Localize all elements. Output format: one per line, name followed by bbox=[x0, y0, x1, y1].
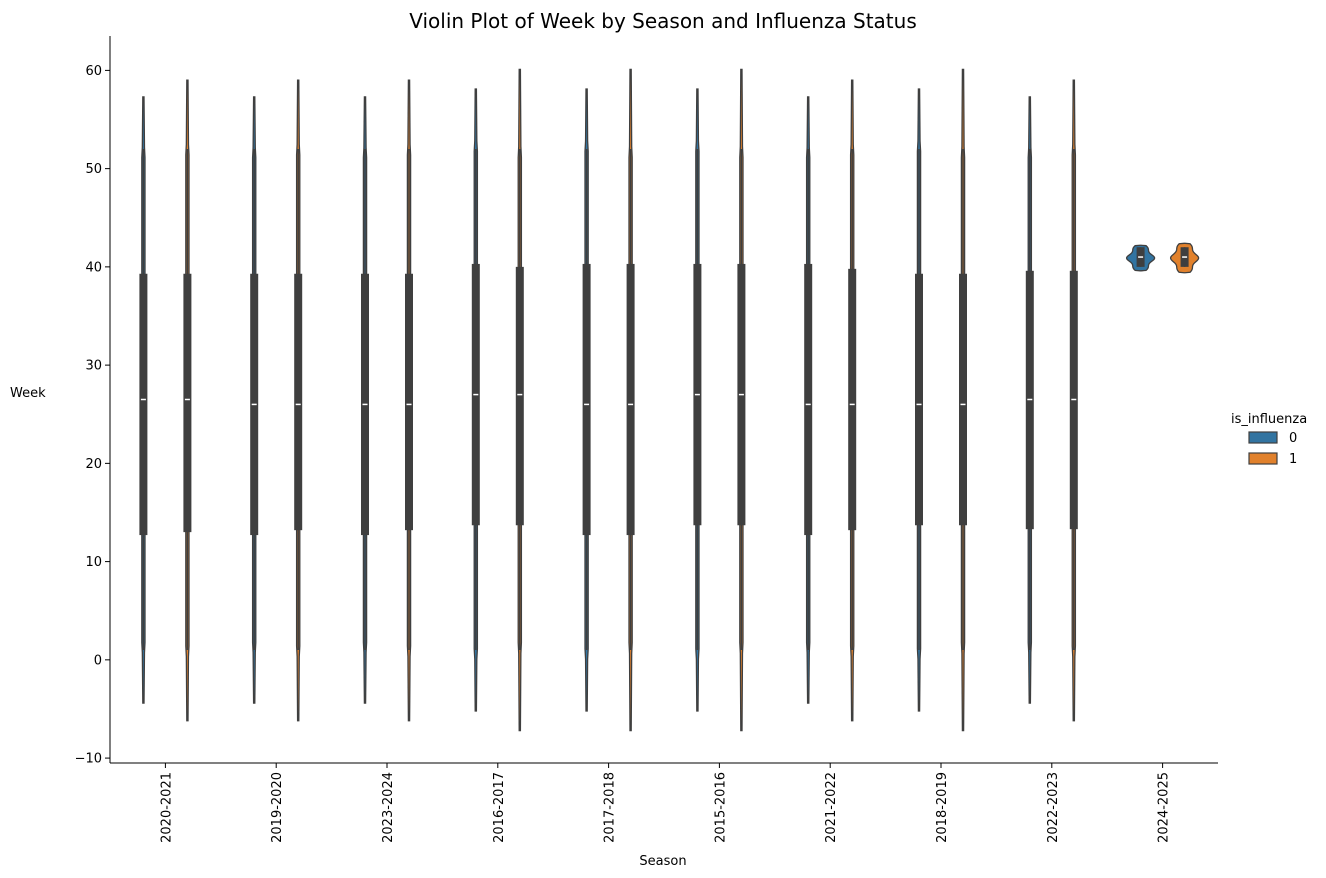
x-tick-label: 2017-2018 bbox=[603, 772, 618, 843]
x-tick-label: 2018-2019 bbox=[935, 772, 950, 843]
x-axis-label: Season bbox=[639, 854, 686, 869]
violin-iqr-box bbox=[515, 266, 524, 526]
violin-series-1 bbox=[183, 68, 1200, 732]
legend: is_influenza 0 1 bbox=[1231, 412, 1307, 467]
legend-swatch-1 bbox=[1248, 452, 1278, 465]
y-tick-label: 40 bbox=[85, 260, 102, 275]
violin-iqr-box bbox=[183, 273, 192, 533]
y-tick-label: 50 bbox=[85, 162, 102, 177]
x-tick-label: 2022-2023 bbox=[1046, 772, 1061, 843]
y-tick-label: 60 bbox=[85, 64, 102, 79]
x-tick-label: 2024-2025 bbox=[1157, 772, 1172, 843]
violin-iqr-box bbox=[405, 273, 413, 531]
violin-iqr-box bbox=[804, 263, 813, 536]
violin-iqr-box bbox=[294, 273, 303, 531]
violin-iqr-box bbox=[139, 273, 148, 536]
violin-iqr-box bbox=[959, 273, 967, 526]
plot-area bbox=[139, 68, 1200, 732]
x-axis: 2020-2021 2019-2020 2023-2024 2016-2017 2017… bbox=[110, 762, 1218, 843]
x-tick-label: 2016-2017 bbox=[492, 772, 507, 843]
y-tick-label: 10 bbox=[85, 555, 102, 570]
violin-iqr-box bbox=[915, 273, 923, 526]
chart-title: Violin Plot of Week by Season and Influe… bbox=[409, 9, 917, 33]
x-tick-label: 2019-2020 bbox=[270, 772, 285, 843]
legend-label-1: 1 bbox=[1289, 452, 1297, 467]
y-tick-label: −10 bbox=[75, 752, 102, 767]
violin-iqr-box bbox=[848, 268, 857, 531]
y-tick-label: 0 bbox=[94, 653, 102, 668]
x-tick-label: 2021-2022 bbox=[824, 772, 839, 843]
y-tick-label: 30 bbox=[85, 359, 102, 374]
x-tick-label: 2023-2024 bbox=[381, 772, 396, 843]
x-tick-label: 2020-2021 bbox=[159, 772, 174, 843]
y-tick-label: 20 bbox=[85, 457, 102, 472]
legend-swatch-0 bbox=[1248, 431, 1278, 444]
legend-title: is_influenza bbox=[1231, 412, 1307, 427]
y-axis: −10 0 10 20 30 40 50 60 bbox=[75, 36, 111, 767]
violin-iqr-box bbox=[582, 263, 591, 536]
y-axis-label: Week bbox=[10, 386, 46, 401]
x-tick-label: 2015-2016 bbox=[713, 772, 728, 843]
violin-iqr-box bbox=[626, 263, 635, 536]
legend-label-0: 0 bbox=[1289, 431, 1297, 446]
violin-series-0 bbox=[139, 88, 1156, 712]
